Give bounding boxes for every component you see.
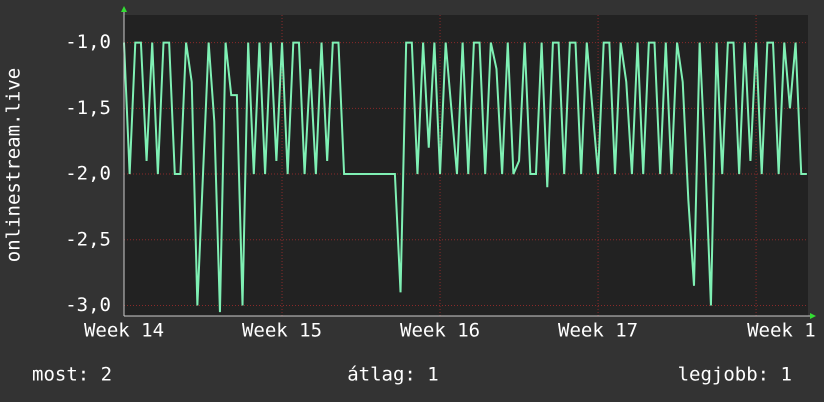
x-tick-label: Week 17 [558,320,638,342]
x-tick-label: Week 15 [242,320,322,342]
y-arrow [121,6,127,12]
y-tick-label: -2,5 [65,228,111,250]
x-tick-label: Week 14 [84,320,164,342]
data-line [123,41,807,313]
y-axis-label: onlinestream.live [3,68,25,262]
y-tick-label: -3,0 [65,294,111,316]
footer-average: átlag: 1 [347,364,439,386]
x-arrow [810,313,816,319]
y-tick-label: -1,0 [65,31,111,53]
footer-current: most: 2 [32,364,112,386]
x-tick-label: Week 1 [747,320,816,342]
x-tick-label: Week 16 [400,320,480,342]
y-tick-label: -2,0 [65,163,111,185]
y-tick-label: -1,5 [65,97,111,119]
footer-best: legjobb: 1 [678,364,792,386]
marks [123,41,807,313]
